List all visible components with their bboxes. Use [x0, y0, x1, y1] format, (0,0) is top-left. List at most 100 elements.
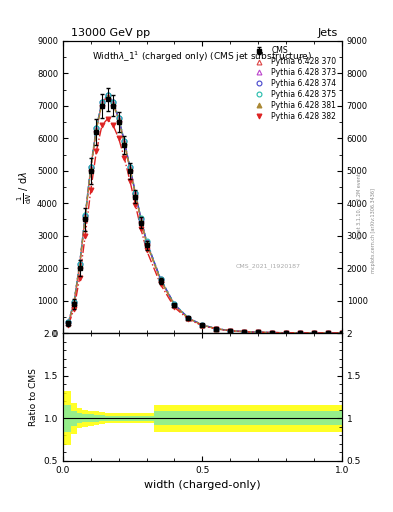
Pythia 6.428 373 — [158, 277, 163, 283]
Pythia 6.428 381 — [139, 218, 143, 224]
Pythia 6.428 374 — [214, 326, 219, 332]
X-axis label: width (charged-only): width (charged-only) — [144, 480, 261, 490]
Pythia 6.428 375 — [186, 315, 191, 321]
Pythia 6.428 374 — [312, 330, 316, 336]
Pythia 6.428 382 — [340, 330, 344, 336]
Pythia 6.428 370 — [94, 125, 99, 132]
Pythia 6.428 382 — [242, 329, 247, 335]
Pythia 6.428 375 — [111, 99, 116, 105]
Line: Pythia 6.428 382: Pythia 6.428 382 — [66, 116, 344, 335]
Pythia 6.428 381 — [127, 166, 132, 172]
Pythia 6.428 373 — [186, 315, 191, 322]
Pythia 6.428 373 — [133, 191, 138, 197]
Pythia 6.428 375 — [144, 238, 149, 244]
Pythia 6.428 374 — [326, 330, 331, 336]
Pythia 6.428 375 — [228, 328, 233, 334]
Pythia 6.428 373 — [298, 330, 303, 336]
Pythia 6.428 370 — [122, 138, 127, 144]
Pythia 6.428 374 — [242, 329, 247, 335]
Pythia 6.428 374 — [256, 329, 261, 335]
Line: Pythia 6.428 370: Pythia 6.428 370 — [66, 94, 344, 335]
Pythia 6.428 370 — [312, 330, 316, 336]
Pythia 6.428 373 — [83, 214, 88, 220]
Pythia 6.428 382 — [172, 304, 177, 310]
Pythia 6.428 370 — [83, 213, 88, 219]
Pythia 6.428 373 — [340, 330, 344, 336]
Pythia 6.428 373 — [326, 330, 331, 336]
Pythia 6.428 374 — [133, 190, 138, 196]
Pythia 6.428 375 — [200, 322, 205, 328]
Pythia 6.428 381 — [99, 101, 104, 107]
Pythia 6.428 370 — [214, 326, 219, 332]
Pythia 6.428 370 — [270, 330, 275, 336]
Text: mcplots.cern.ch [arXiv:1306.3436]: mcplots.cern.ch [arXiv:1306.3436] — [371, 188, 376, 273]
Pythia 6.428 370 — [88, 164, 93, 170]
Pythia 6.428 375 — [326, 330, 331, 336]
Pythia 6.428 382 — [77, 275, 82, 281]
Pythia 6.428 374 — [77, 261, 82, 267]
Line: Pythia 6.428 374: Pythia 6.428 374 — [66, 93, 344, 335]
Pythia 6.428 375 — [172, 301, 177, 307]
Pythia 6.428 370 — [228, 328, 233, 334]
Line: Pythia 6.428 373: Pythia 6.428 373 — [66, 94, 344, 335]
Pythia 6.428 382 — [66, 322, 71, 328]
Pythia 6.428 374 — [139, 216, 143, 222]
Pythia 6.428 382 — [83, 232, 88, 239]
Pythia 6.428 375 — [312, 330, 316, 336]
Pythia 6.428 373 — [256, 329, 261, 335]
Pythia 6.428 374 — [127, 164, 132, 170]
Text: Rivet 3.1.10, ≥ 2.2M events: Rivet 3.1.10, ≥ 2.2M events — [357, 170, 362, 239]
Legend: CMS, Pythia 6.428 370, Pythia 6.428 373, Pythia 6.428 374, Pythia 6.428 375, Pyt: CMS, Pythia 6.428 370, Pythia 6.428 373,… — [249, 45, 338, 122]
Pythia 6.428 374 — [116, 115, 121, 121]
Pythia 6.428 375 — [133, 189, 138, 196]
Pythia 6.428 374 — [228, 328, 233, 334]
Pythia 6.428 370 — [99, 99, 104, 105]
Pythia 6.428 373 — [105, 94, 110, 100]
Pythia 6.428 373 — [172, 302, 177, 308]
Pythia 6.428 374 — [144, 239, 149, 245]
Text: CMS_2021_I1920187: CMS_2021_I1920187 — [236, 263, 301, 269]
Pythia 6.428 370 — [77, 262, 82, 268]
Pythia 6.428 374 — [111, 99, 116, 105]
Pythia 6.428 381 — [111, 101, 116, 107]
Pythia 6.428 375 — [284, 330, 288, 336]
Pythia 6.428 382 — [158, 281, 163, 287]
Pythia 6.428 375 — [270, 329, 275, 335]
Pythia 6.428 370 — [284, 330, 288, 336]
Pythia 6.428 374 — [99, 99, 104, 105]
Pythia 6.428 373 — [214, 326, 219, 332]
Pythia 6.428 381 — [122, 140, 127, 146]
Pythia 6.428 374 — [172, 302, 177, 308]
Pythia 6.428 375 — [298, 330, 303, 336]
Pythia 6.428 375 — [116, 115, 121, 121]
Pythia 6.428 370 — [116, 116, 121, 122]
Pythia 6.428 382 — [228, 328, 233, 334]
Pythia 6.428 374 — [200, 322, 205, 328]
Pythia 6.428 375 — [158, 275, 163, 282]
Pythia 6.428 381 — [200, 322, 205, 328]
Pythia 6.428 370 — [105, 93, 110, 99]
Pythia 6.428 381 — [256, 329, 261, 335]
Pythia 6.428 373 — [200, 322, 205, 328]
Pythia 6.428 373 — [127, 165, 132, 171]
Pythia 6.428 370 — [144, 239, 149, 245]
Y-axis label: $\frac{1}{\mathrm{d}N}$ / $\mathrm{d}\lambda$: $\frac{1}{\mathrm{d}N}$ / $\mathrm{d}\la… — [16, 170, 34, 204]
Pythia 6.428 381 — [340, 330, 344, 336]
Pythia 6.428 381 — [72, 300, 76, 306]
Pythia 6.428 370 — [340, 330, 344, 336]
Pythia 6.428 375 — [139, 216, 143, 222]
Pythia 6.428 375 — [122, 138, 127, 144]
Pythia 6.428 381 — [94, 127, 99, 133]
Pythia 6.428 382 — [214, 326, 219, 332]
Pythia 6.428 381 — [228, 328, 233, 334]
Pythia 6.428 374 — [298, 330, 303, 336]
Pythia 6.428 373 — [122, 139, 127, 145]
Pythia 6.428 382 — [99, 122, 104, 129]
Pythia 6.428 382 — [127, 178, 132, 184]
Pythia 6.428 374 — [186, 315, 191, 321]
Line: Pythia 6.428 375: Pythia 6.428 375 — [66, 93, 344, 335]
Pythia 6.428 381 — [88, 166, 93, 172]
Pythia 6.428 373 — [77, 263, 82, 269]
Pythia 6.428 373 — [144, 240, 149, 246]
Text: Width$\lambda\_1^1$ (charged only) (CMS jet substructure): Width$\lambda\_1^1$ (charged only) (CMS … — [92, 50, 312, 64]
